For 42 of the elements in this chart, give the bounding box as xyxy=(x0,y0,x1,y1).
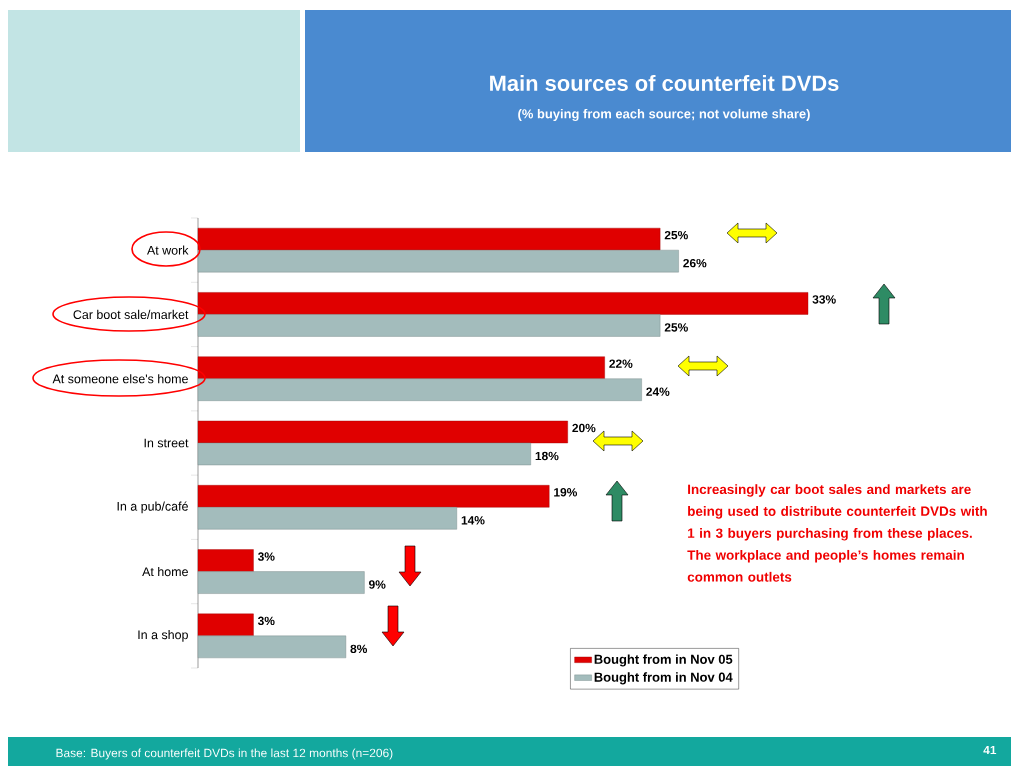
bar xyxy=(197,420,568,444)
data-label: 26% xyxy=(683,258,707,268)
data-label: 3% xyxy=(257,552,275,561)
data-label: 19% xyxy=(554,488,578,497)
legend-label: Bought from in Nov 04 xyxy=(594,672,733,685)
bar xyxy=(197,485,550,508)
data-label: 9% xyxy=(368,580,386,589)
bar xyxy=(197,314,661,337)
data-label: 8% xyxy=(350,644,368,654)
text: Base: Buyers of counterfeit DVDs in the last 12 months (n=206) xyxy=(56,748,393,760)
annotation: Increasingly car boot sales and markets are being used to distribute counterfeit DVDs with 1 in 3 buyers purchasing from these places. The workplace and people’s homes remain common outlets xyxy=(687,484,987,582)
y-tick-label: In street xyxy=(144,438,189,448)
y-tick-label: Car boot sale/market xyxy=(73,309,189,319)
y-tick-label: At someone else's home xyxy=(52,374,188,384)
bar xyxy=(197,571,365,594)
chart-subtitle: (% buying from each source; not volume share) xyxy=(518,108,810,122)
legend-label: Bought from in Nov 05 xyxy=(594,654,733,667)
bar xyxy=(197,442,531,466)
y-tick-label: In a shop xyxy=(138,630,188,642)
data-label: 22% xyxy=(609,359,633,368)
bar xyxy=(197,249,679,273)
bar xyxy=(197,613,254,637)
text: 41 xyxy=(983,745,997,755)
data-label: 18% xyxy=(535,451,559,461)
data-label: 25% xyxy=(664,323,688,332)
bar xyxy=(197,549,254,572)
data-label: 3% xyxy=(257,616,275,626)
chart-title: Main sources of counterfeit DVDs xyxy=(490,74,839,92)
bar xyxy=(197,227,661,251)
y-tick-label: At work xyxy=(146,245,189,255)
bar xyxy=(197,356,605,379)
data-label: 14% xyxy=(461,516,485,525)
data-label: 33% xyxy=(812,295,836,304)
bar xyxy=(197,292,809,315)
data-label: 20% xyxy=(572,423,596,433)
data-label: 25% xyxy=(664,230,688,240)
y-tick-label: In a pub/café xyxy=(117,501,188,514)
bar xyxy=(197,378,642,401)
y-tick-label: At home xyxy=(142,566,188,577)
data-label: 24% xyxy=(646,387,670,396)
bar xyxy=(197,635,347,659)
bar xyxy=(197,507,457,530)
